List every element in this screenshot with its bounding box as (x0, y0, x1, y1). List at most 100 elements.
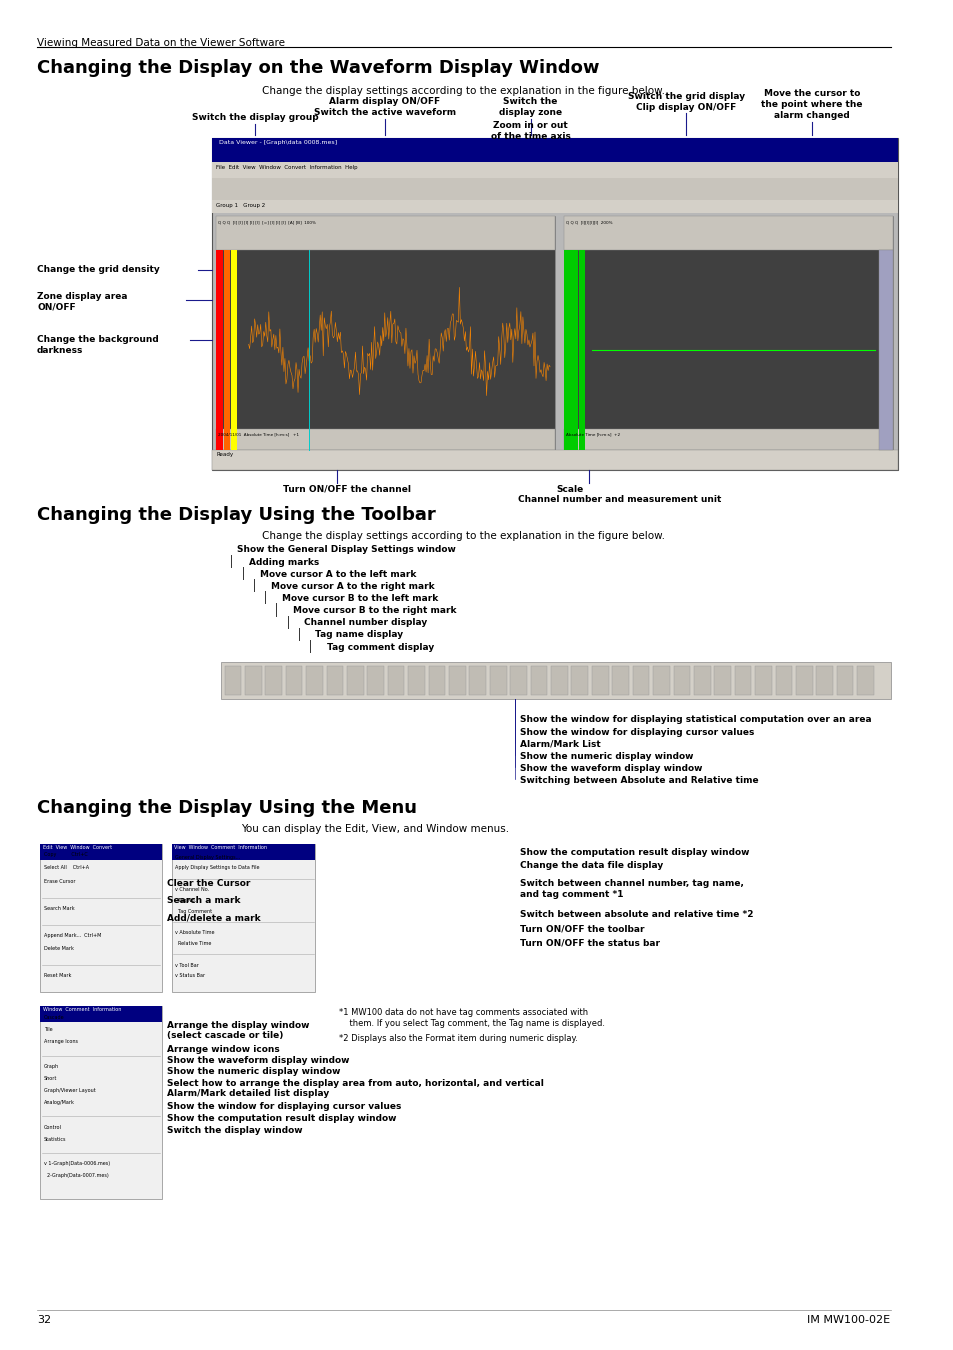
Text: Viewing Measured Data on the Viewer Software: Viewing Measured Data on the Viewer Soft… (37, 38, 285, 47)
Text: (select cascade or tile): (select cascade or tile) (167, 1031, 283, 1041)
Text: Q Q Q  [I] [I] [I] [I] [I]  [=] [I] [I] [I]  [A] [B]  100%: Q Q Q [I] [I] [I] [I] [I] [=] [I] [I] [I… (218, 220, 315, 224)
Text: Append Mark...  Ctrl+M: Append Mark... Ctrl+M (44, 933, 101, 938)
Bar (224, 666, 241, 695)
Bar (775, 666, 791, 695)
Text: display zone: display zone (498, 108, 561, 117)
Text: Copy          Ctrl+C: Copy Ctrl+C (44, 852, 88, 857)
Text: Cascade: Cascade (44, 1015, 64, 1021)
Bar (231, 250, 237, 450)
Text: Switch the display window: Switch the display window (167, 1126, 302, 1135)
Text: Apply Display Settings to Data File: Apply Display Settings to Data File (175, 865, 259, 871)
Text: IM MW100-02E: IM MW100-02E (806, 1315, 890, 1324)
Text: of the time axis: of the time axis (490, 132, 570, 142)
Bar (212, 138, 897, 470)
Bar (212, 200, 897, 213)
Text: Data Viewer - [Graph\data 0008.mes]: Data Viewer - [Graph\data 0008.mes] (218, 140, 336, 146)
Text: File  Edit  View  Window  Convert  Information  Help: File Edit View Window Convert Informatio… (216, 165, 357, 170)
Bar (40, 1006, 162, 1022)
Bar (469, 666, 486, 695)
Text: Alarm/Mark detailed list display: Alarm/Mark detailed list display (167, 1089, 329, 1099)
Bar (795, 666, 812, 695)
Text: You can display the Edit, View, and Window menus.: You can display the Edit, View, and Wind… (241, 824, 509, 833)
Text: Search a mark: Search a mark (167, 896, 240, 906)
Bar (857, 666, 873, 695)
Bar (591, 666, 608, 695)
Bar (326, 666, 343, 695)
Bar (571, 666, 588, 695)
Text: Clip display ON/OFF: Clip display ON/OFF (636, 103, 736, 112)
Text: Arrange Icons: Arrange Icons (44, 1040, 77, 1045)
Bar (563, 429, 892, 450)
Text: Tag No.: Tag No. (175, 898, 196, 903)
Text: Erase Cursor: Erase Cursor (44, 879, 75, 884)
Bar (816, 666, 832, 695)
Text: Show the window for displaying statistical computation over an area: Show the window for displaying statistic… (519, 716, 870, 725)
Text: Arrange window icons: Arrange window icons (167, 1045, 279, 1054)
Text: Move cursor B to the left mark: Move cursor B to the left mark (282, 594, 437, 603)
Text: darkness: darkness (37, 346, 84, 355)
Text: Graph: Graph (44, 1064, 59, 1069)
Bar (734, 666, 751, 695)
Text: Turn ON/OFF the status bar: Turn ON/OFF the status bar (519, 938, 659, 948)
Text: Turn ON/OFF the channel: Turn ON/OFF the channel (283, 485, 411, 494)
Text: Change the grid density: Change the grid density (37, 265, 160, 274)
Bar (223, 250, 230, 450)
Text: Tag name display: Tag name display (315, 630, 403, 640)
Text: Arrange the display window: Arrange the display window (167, 1021, 309, 1030)
Text: Window  Comment  Information: Window Comment Information (43, 1007, 121, 1012)
Text: Adding marks: Adding marks (249, 558, 318, 567)
Text: Changing the Display Using the Toolbar: Changing the Display Using the Toolbar (37, 506, 436, 524)
Text: Show the computation result display window: Show the computation result display wind… (167, 1114, 396, 1123)
Text: Changing the Display Using the Menu: Changing the Display Using the Menu (37, 799, 416, 817)
Text: v Channel No.: v Channel No. (175, 887, 210, 892)
Bar (220, 662, 890, 699)
Bar (563, 250, 570, 450)
Bar (306, 666, 322, 695)
Bar (40, 844, 162, 860)
Bar (172, 844, 315, 992)
Bar (510, 666, 526, 695)
Bar (245, 666, 261, 695)
Text: Switch the active waveform: Switch the active waveform (314, 108, 456, 117)
Bar (40, 844, 162, 992)
Bar (347, 666, 363, 695)
Bar (673, 666, 689, 695)
Text: Turn ON/OFF the toolbar: Turn ON/OFF the toolbar (519, 925, 643, 934)
Text: Change the background: Change the background (37, 335, 159, 344)
Text: Relative Time: Relative Time (175, 941, 212, 946)
Text: 32: 32 (37, 1315, 51, 1324)
Text: Control: Control (44, 1125, 61, 1130)
Text: Switching between Absolute and Relative time: Switching between Absolute and Relative … (519, 776, 758, 786)
Text: Tile: Tile (44, 1027, 52, 1033)
Text: Zone display area: Zone display area (37, 292, 128, 301)
Bar (367, 666, 384, 695)
Bar (286, 666, 302, 695)
Text: Select All    Ctrl+A: Select All Ctrl+A (44, 865, 89, 871)
Text: Scale: Scale (556, 485, 583, 494)
Text: Delete Mark: Delete Mark (44, 946, 73, 952)
Bar (563, 216, 892, 450)
Text: 2-Graph(Data-0007.mes): 2-Graph(Data-0007.mes) (44, 1173, 109, 1179)
Bar (387, 666, 404, 695)
Text: Search Mark: Search Mark (44, 906, 74, 911)
Bar (212, 162, 897, 178)
Text: Move cursor A to the left mark: Move cursor A to the left mark (259, 570, 416, 579)
Text: Short: Short (44, 1076, 57, 1081)
Bar (571, 250, 578, 450)
Bar (212, 138, 897, 162)
Bar (449, 666, 465, 695)
Text: the point where the: the point where the (760, 100, 862, 109)
Text: Change the display settings according to the explanation in the figure below.: Change the display settings according to… (262, 86, 664, 96)
Text: Q Q Q  [I][I][I][I]  200%: Q Q Q [I][I][I][I] 200% (565, 220, 612, 224)
Bar (563, 216, 892, 250)
Bar (836, 666, 853, 695)
Text: Switch the grid display: Switch the grid display (627, 92, 744, 101)
Text: Switch between channel number, tag name,: Switch between channel number, tag name, (519, 879, 742, 888)
Text: Show the numeric display window: Show the numeric display window (519, 752, 692, 761)
Text: Zoom in or out: Zoom in or out (493, 122, 567, 131)
Text: Show the computation result display window: Show the computation result display wind… (519, 848, 748, 857)
Text: Ready: Ready (216, 452, 233, 458)
Text: v 1-Graph(Data-0006.mes): v 1-Graph(Data-0006.mes) (44, 1161, 110, 1166)
Text: Channel number and measurement unit: Channel number and measurement unit (517, 495, 720, 505)
Text: Show the window for displaying cursor values: Show the window for displaying cursor va… (519, 728, 753, 737)
